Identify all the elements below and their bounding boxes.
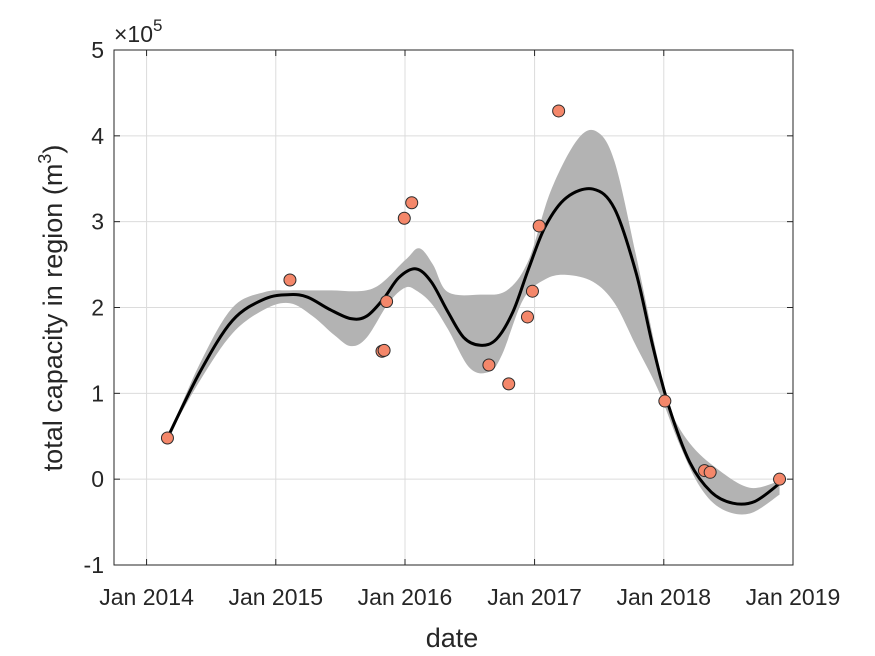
data-point-6: [405, 196, 419, 210]
y-tick-label-1: 0: [91, 466, 104, 492]
y-axis-title: total capacity in region (m3): [35, 145, 68, 472]
data-point-16: [773, 472, 787, 486]
tick-labels: Jan 2014 Jan 2015 Jan 2016 Jan 2017 Jan 2018…: [84, 37, 841, 610]
data-point-3: [377, 343, 391, 357]
data-point-7: [482, 358, 496, 372]
data-point-10: [525, 284, 539, 298]
y-axis-title-close: ): [38, 145, 68, 154]
axes: [113, 49, 794, 566]
data-point-15: [703, 465, 717, 479]
data-point-9: [520, 310, 534, 324]
data-point-1: [283, 273, 297, 287]
data-point-0: [160, 431, 174, 445]
data-point-5: [397, 211, 411, 225]
y-tick-label-5: 4: [91, 123, 104, 149]
y-tick-label-3: 2: [91, 295, 104, 321]
confidence-band: [167, 129, 780, 515]
y-axis-title-superscript: 3: [35, 154, 55, 164]
x-tick-label-3: Jan 2017: [487, 584, 582, 610]
y-tick-label-6: 5: [91, 37, 104, 63]
y-tick-label-2: 1: [91, 380, 104, 406]
x-axis-title: date: [426, 623, 479, 653]
y-tick-label-0: -1: [84, 552, 104, 578]
data-point-12: [552, 104, 566, 118]
data-point-4: [380, 294, 394, 308]
data-point-8: [502, 377, 516, 391]
data-point-13: [658, 394, 672, 408]
data-points: [160, 104, 787, 486]
y-axis-exponent-base: ×10: [114, 21, 153, 47]
y-axis-exponent-power: 5: [153, 16, 162, 35]
y-tick-label-4: 3: [91, 209, 104, 235]
y-axis-title-text: total capacity in region (m: [38, 164, 68, 472]
x-tick-label-2: Jan 2016: [358, 584, 453, 610]
x-tick-label-5: Jan 2019: [746, 584, 841, 610]
x-tick-label-1: Jan 2015: [228, 584, 323, 610]
data-point-11: [532, 219, 546, 233]
y-axis-exponent: ×105: [114, 16, 162, 47]
confidence-band-area: [167, 129, 780, 515]
x-tick-label-4: Jan 2018: [616, 584, 711, 610]
x-tick-label-0: Jan 2014: [99, 584, 194, 610]
